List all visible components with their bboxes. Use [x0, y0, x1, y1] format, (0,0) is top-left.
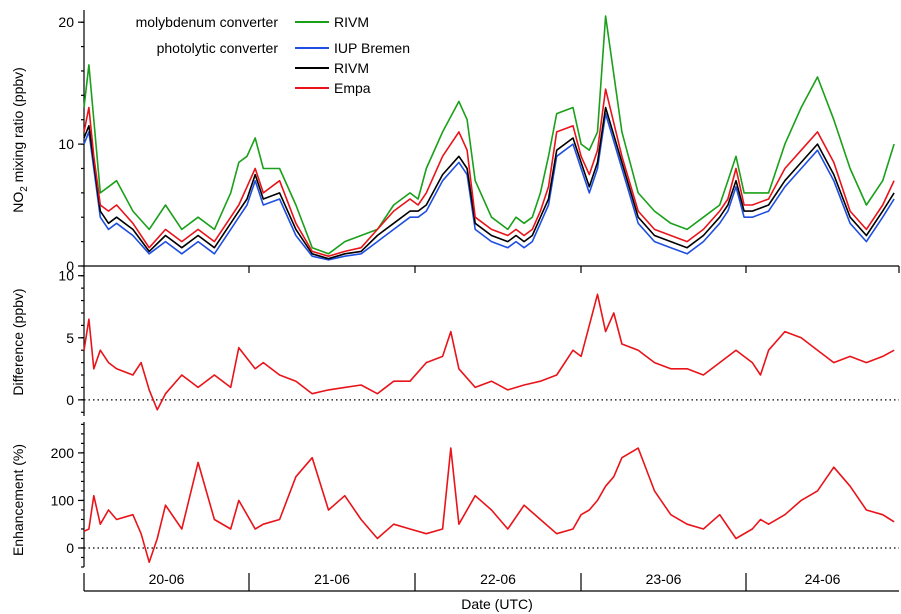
ylabel-subscript: 2 [19, 186, 30, 192]
series-line-1 [83, 112, 895, 261]
y-tick-label: 10 [58, 136, 74, 152]
top-series-group [83, 15, 895, 261]
middle-series-group [83, 293, 895, 411]
bottom-x-ticks [83, 573, 747, 591]
bottom-panel-ylabel: Enhancement (%) [10, 444, 26, 556]
top-panel-ylabel: NO2 mixing ratio (ppbv) [10, 67, 30, 213]
series-line-0 [83, 15, 895, 255]
y-tick-label: 5 [66, 330, 74, 346]
series-line-0 [83, 447, 895, 564]
bottom-y-axis: 0 100 200 [51, 422, 85, 568]
x-axis-label: Date (UTC) [461, 596, 533, 612]
x-tick-label: 23-06 [646, 571, 682, 587]
y-tick-label: 0 [66, 540, 74, 556]
legend-group1-label: molybdenum converter [136, 14, 279, 30]
ylabel-suffix: mixing ratio (ppbv) [10, 67, 26, 186]
legend-group2-label: photolytic converter [157, 40, 279, 56]
y-tick-label: 100 [51, 492, 75, 508]
top-x-ticks [83, 266, 900, 273]
series-line-3 [83, 88, 895, 258]
x-tick-label: 22-06 [480, 571, 516, 587]
legend-label-rivm-photo: RIVM [334, 60, 369, 76]
ylabel-prefix: NO [10, 192, 26, 213]
top-panel: NO2 mixing ratio (ppbv) 0 10 20 molybdenum… [10, 10, 900, 274]
legend-label-empa: Empa [334, 80, 371, 96]
bottom-series-group [83, 447, 895, 564]
series-line-2 [83, 106, 895, 260]
middle-panel: Difference (ppbv) 0 5 10 [10, 268, 899, 416]
y-tick-label: 20 [58, 14, 74, 30]
x-tick-label: 21-06 [314, 571, 350, 587]
top-y-axis: 0 10 20 [58, 10, 85, 274]
y-tick-label: 200 [51, 445, 75, 461]
x-tick-label: 24-06 [805, 571, 841, 587]
legend: molybdenum converter photolytic converte… [136, 14, 410, 96]
middle-y-axis: 0 5 10 [58, 268, 85, 416]
legend-label-iup-bremen: IUP Bremen [334, 40, 410, 56]
legend-label-rivm-moly: RIVM [334, 14, 369, 30]
y-tick-label: 0 [66, 392, 74, 408]
x-tick-label: 20-06 [149, 571, 185, 587]
series-line-0 [83, 293, 895, 411]
middle-panel-ylabel: Difference (ppbv) [10, 288, 26, 395]
y-tick-label: 0 [66, 258, 74, 274]
bottom-x-tick-labels: 20-06 21-06 22-06 23-06 24-06 [149, 571, 841, 587]
y-tick-label: 10 [58, 268, 74, 284]
